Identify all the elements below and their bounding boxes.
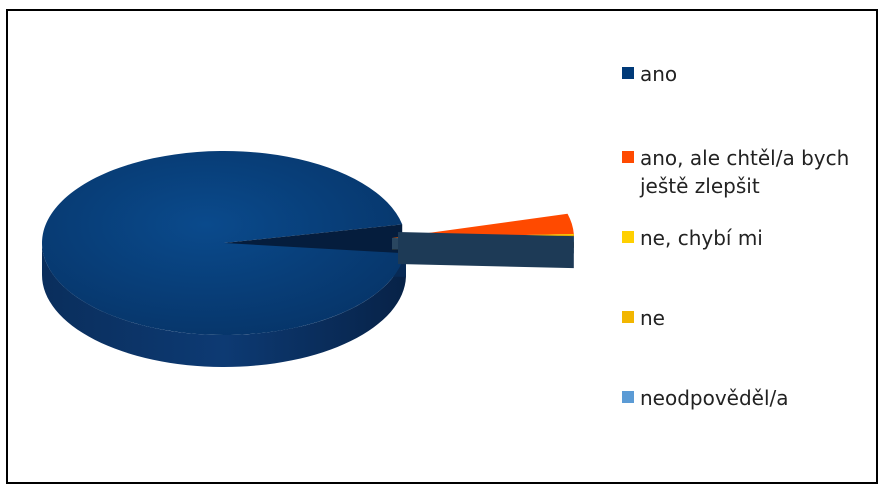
legend-label-neodpovedel: neodpověděl/a — [640, 386, 789, 410]
legend-swatch-ano — [622, 67, 634, 79]
pie-slice-ano — [42, 151, 406, 336]
legend-swatch-ne-chybi — [622, 231, 634, 243]
legend-label-ne-chybi: ne, chybí mi — [640, 226, 763, 250]
legend-item-ano-ale: ano, ale chtěl/a bych ještě zlepšit — [622, 144, 880, 200]
pie-slice-ano-side — [42, 243, 406, 367]
legend-swatch-ne — [622, 311, 634, 323]
legend-label-ne: ne — [640, 306, 665, 330]
legend-swatch-neodpovedel — [622, 391, 634, 403]
legend-label-ano-ale: ano, ale chtěl/a bych ještě zlepšit — [640, 146, 850, 198]
legend-item-neodpovedel: neodpověděl/a — [622, 384, 880, 412]
legend-item-ne: ne — [622, 304, 880, 332]
legend-swatch-ano-ale — [622, 151, 634, 163]
legend-item-ano: ano — [622, 60, 880, 88]
pie-slice-ano-notch — [224, 224, 403, 254]
pie-slice-exploded-thickness — [398, 232, 574, 269]
pie-slice-ano-ale — [392, 213, 574, 238]
legend-label-ano: ano — [640, 62, 678, 86]
legend-item-ne-chybi: ne, chybí mi — [622, 224, 880, 252]
